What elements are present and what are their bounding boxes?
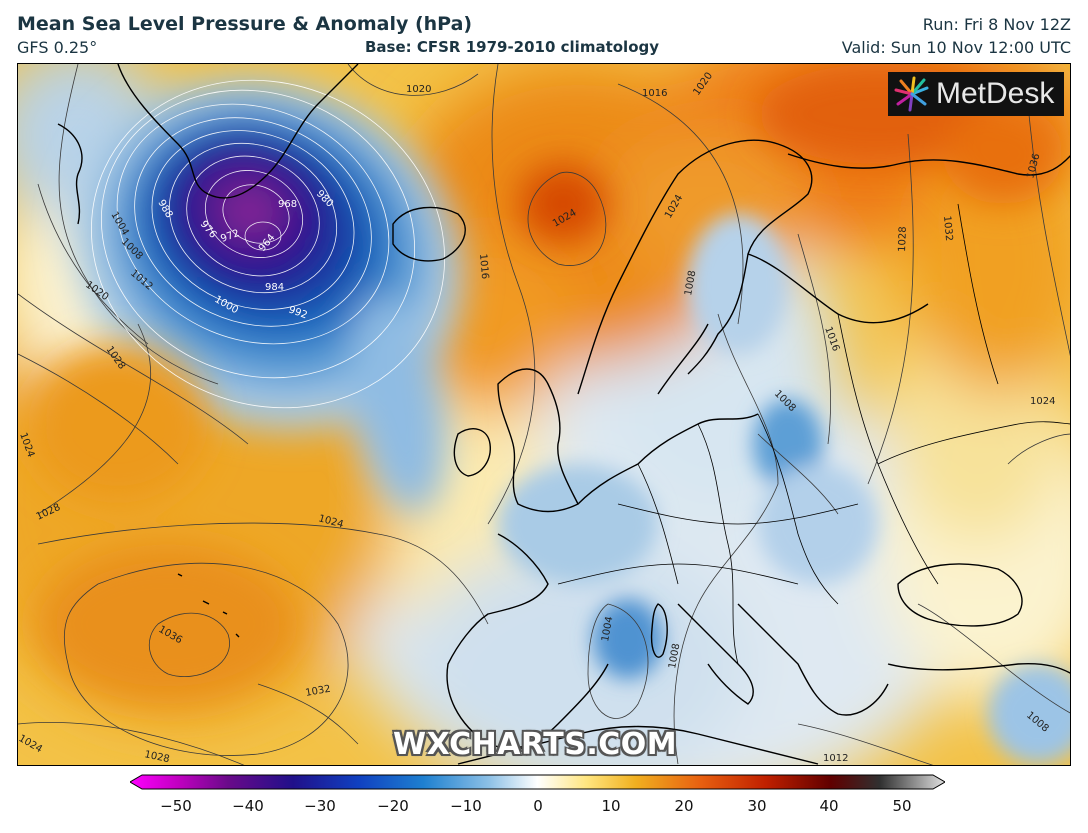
isobar-label: 1024 [1030, 396, 1055, 407]
colorbar-tick: 40 [819, 797, 839, 815]
isobar-label: 984 [265, 282, 284, 293]
colorbar-ticks: −50 −40 −30 −20 −10 0 10 20 30 40 50 [0, 797, 1088, 817]
isobar-label: 1016 [477, 253, 490, 279]
colorbar-tick: 20 [674, 797, 694, 815]
colorbar-tick: −30 [304, 797, 336, 815]
isobar-label: 1008 [667, 643, 682, 670]
isobar-label: 1032 [941, 215, 954, 241]
model-label: GFS 0.25° [17, 38, 98, 57]
isobar-label: 1004 [600, 616, 615, 643]
climatology-base-label: Base: CFSR 1979-2010 climatology [365, 38, 660, 56]
isobar-label: 1032 [305, 684, 332, 699]
isobar-label: 1016 [642, 88, 667, 99]
run-time-label: Run: Fri 8 Nov 12Z [922, 15, 1071, 34]
chart-title: Mean Sea Level Pressure & Anomaly (hPa) [17, 13, 473, 35]
isobar-label: 1020 [406, 84, 431, 95]
metdesk-starburst-icon [894, 76, 929, 112]
colorbar-tick: 50 [892, 797, 912, 815]
icelandic-low-shading [73, 78, 463, 513]
isobar-label: 1028 [897, 226, 909, 252]
isobar-label: 1012 [823, 753, 848, 764]
pressure-anomaly-map: 1020 1016 1020 1036 1004 1008 1012 1020 … [17, 63, 1071, 766]
wxcharts-watermark: WXCHARTS.COM [393, 727, 678, 762]
country-borders [557, 203, 1070, 665]
metdesk-logo: MetDesk [888, 72, 1064, 116]
colorbar-tick: −20 [377, 797, 409, 815]
colorbar-tick: 10 [601, 797, 621, 815]
colorbar-tick: −40 [232, 797, 264, 815]
colorbar-tick: −50 [160, 797, 192, 815]
map-canvas: 1020 1016 1020 1036 1004 1008 1012 1020 … [18, 64, 1070, 765]
low-isobars [91, 79, 445, 409]
isobar-label: 1028 [143, 749, 170, 765]
isobar-label: 968 [278, 199, 297, 210]
colorbar-tick: 30 [747, 797, 767, 815]
isobar-lines [18, 64, 1070, 765]
valid-time-label: Valid: Sun 10 Nov 12:00 UTC [841, 38, 1071, 57]
cool-pockets-shading [498, 214, 1070, 764]
colorbar-tick: 0 [533, 797, 543, 815]
isobar-label: 1008 [683, 270, 698, 297]
metdesk-logo-text: MetDesk [936, 77, 1055, 110]
coastlines [57, 64, 1070, 765]
anomaly-colorbar [130, 774, 945, 790]
colorbar-tick: −10 [450, 797, 482, 815]
